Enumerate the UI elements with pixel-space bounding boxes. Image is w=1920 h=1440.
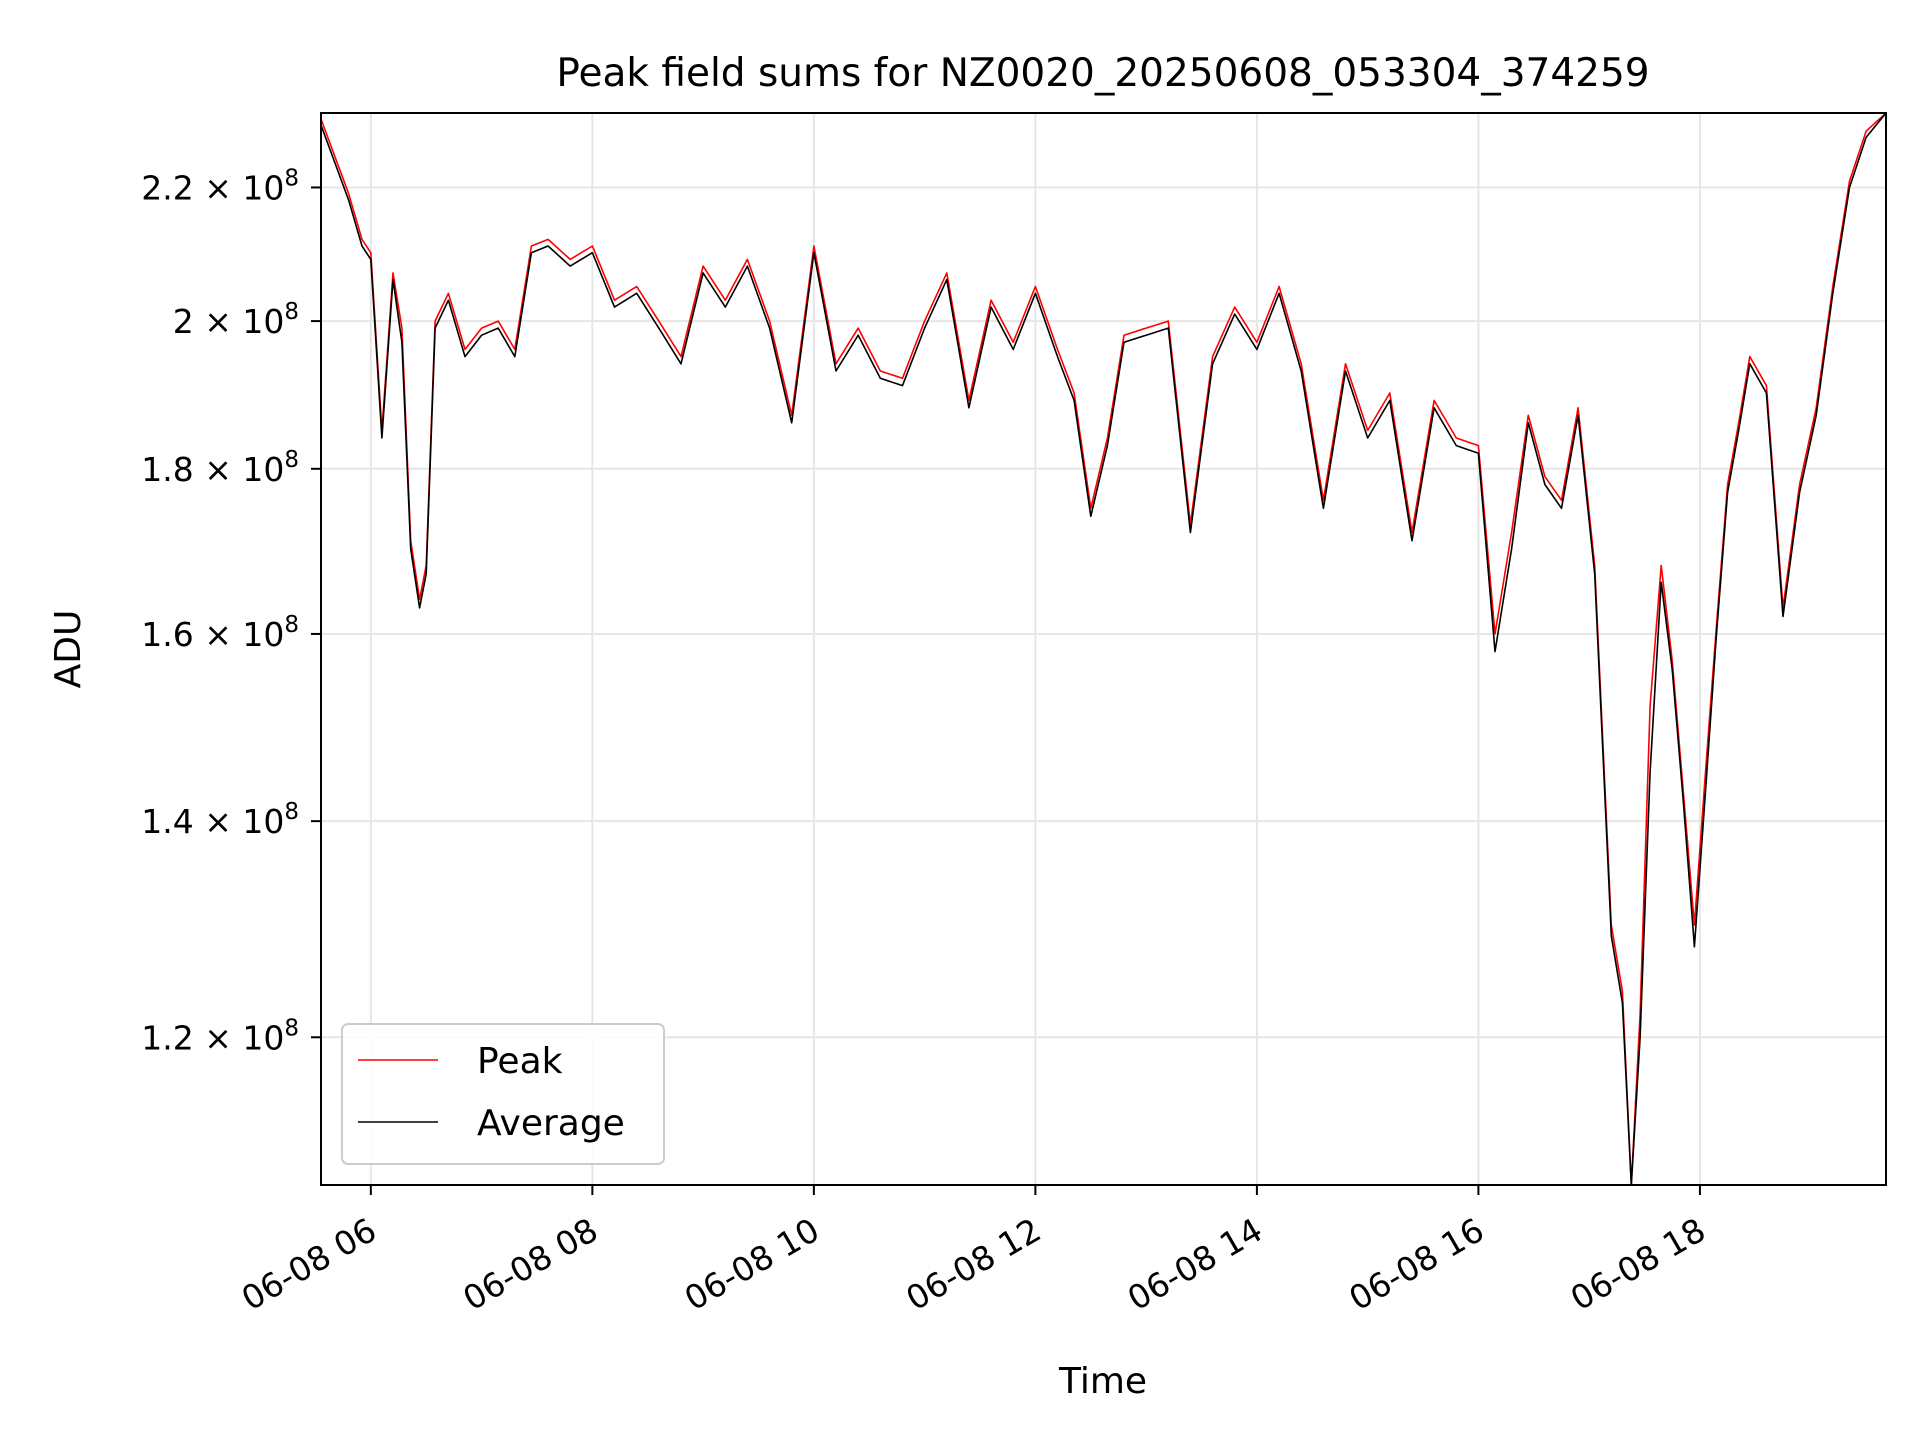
series-line-average [321,113,1886,1185]
legend-peak-label: Peak [477,1041,563,1082]
y-axis-label: ADU [48,610,89,689]
y-tick-label: 1.4 × 108 [141,799,299,841]
x-axis-label: Time [1058,1361,1147,1402]
series-layer [321,113,1886,1185]
y-tick-label: 1.6 × 108 [141,612,299,654]
legend: Peak Average [341,1023,665,1165]
legend-average-label: Average [477,1103,625,1144]
plot-frame [320,112,1887,1186]
grid [321,113,1886,1185]
y-tick-label: 2 × 108 [173,299,299,341]
y-tick-label: 1.2 × 108 [141,1015,299,1057]
y-tick-label: 1.8 × 108 [141,447,299,489]
y-tick-label: 2.2 × 108 [141,165,299,207]
legend-box [341,1023,665,1165]
chart-title: Peak field sums for NZ0020_20250608_0533… [556,51,1649,96]
